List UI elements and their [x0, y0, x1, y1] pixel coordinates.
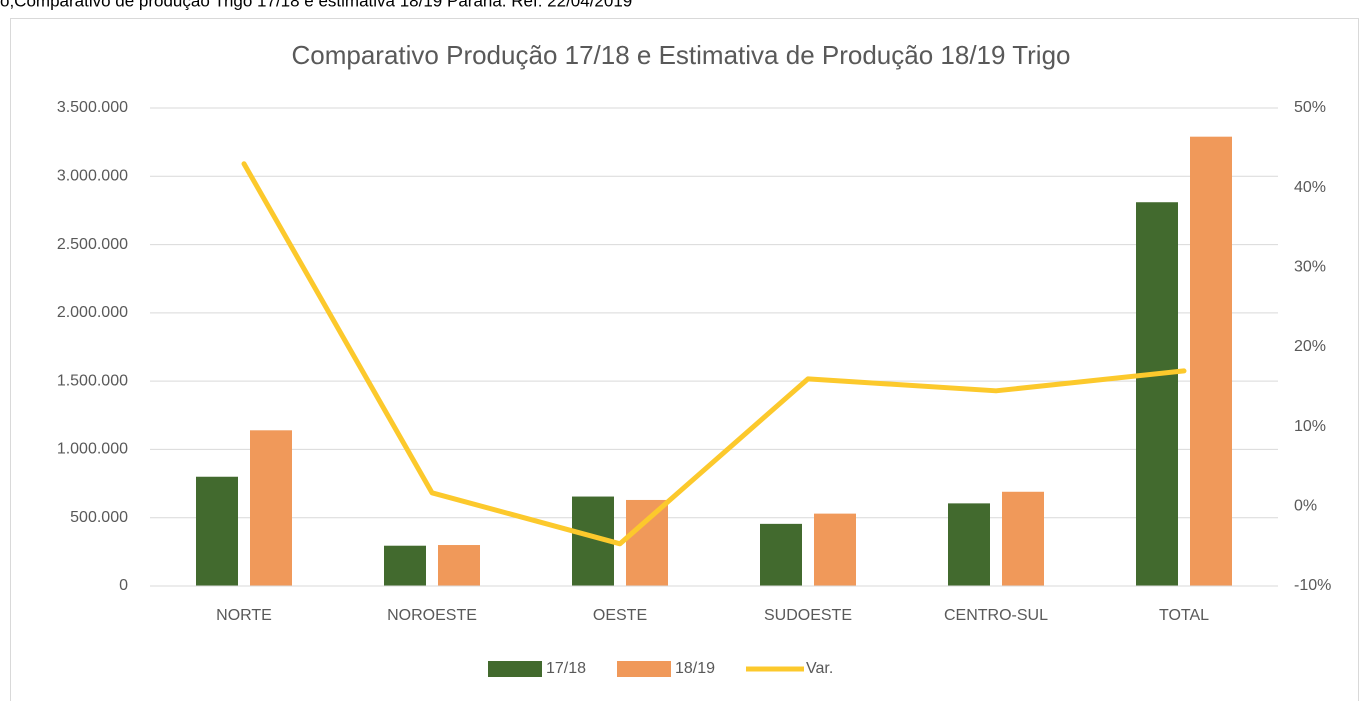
x-tick-label: TOTAL [1159, 607, 1209, 624]
y-tick-label: 0 [119, 577, 128, 594]
bar [1136, 202, 1178, 586]
y-tick-label: 3.000.000 [57, 168, 128, 185]
legend-label: 18/19 [675, 660, 715, 677]
chart-title: Comparativo Produção 17/18 e Estimativa … [291, 40, 1070, 70]
y-tick-label: 3.500.000 [57, 99, 128, 116]
bar [196, 476, 238, 586]
y-tick-label: 2.000.000 [57, 304, 128, 321]
y2-tick-label: 10% [1294, 418, 1326, 435]
bar [626, 499, 668, 586]
y2-tick-label: 30% [1294, 259, 1326, 276]
x-tick-label: OESTE [593, 607, 647, 624]
y2-tick-label: -10% [1294, 577, 1331, 594]
y2-tick-label: 0% [1294, 498, 1317, 515]
line-series [241, 161, 1187, 547]
y2-tick-label: 50% [1294, 99, 1326, 116]
y-tick-label: 500.000 [70, 509, 128, 526]
x-tick-label: NOROESTE [387, 607, 477, 624]
bar [250, 430, 292, 586]
legend-swatch [488, 661, 542, 677]
bar [760, 523, 802, 586]
legend-label: Var. [806, 660, 833, 677]
x-tick-label: SUDOESTE [764, 607, 852, 624]
chart-frame [10, 18, 1359, 701]
legend-swatch [617, 661, 671, 677]
x-tick-label: CENTRO-SUL [944, 607, 1048, 624]
caption: o;Comparativo de produção Trigo 17/18 e … [0, 0, 632, 10]
y-tick-label: 1.500.000 [57, 372, 128, 389]
bar [1002, 491, 1044, 586]
y2-tick-label: 40% [1294, 179, 1326, 196]
bar [384, 545, 426, 586]
y-tick-label: 1.000.000 [57, 441, 128, 458]
y2-tick-label: 20% [1294, 338, 1326, 355]
bar [438, 545, 480, 586]
bar [814, 513, 856, 586]
bar [948, 503, 990, 586]
bar [1190, 136, 1232, 586]
x-tick-label: NORTE [216, 607, 272, 624]
y-tick-label: 2.500.000 [57, 236, 128, 253]
legend-label: 17/18 [546, 660, 586, 677]
